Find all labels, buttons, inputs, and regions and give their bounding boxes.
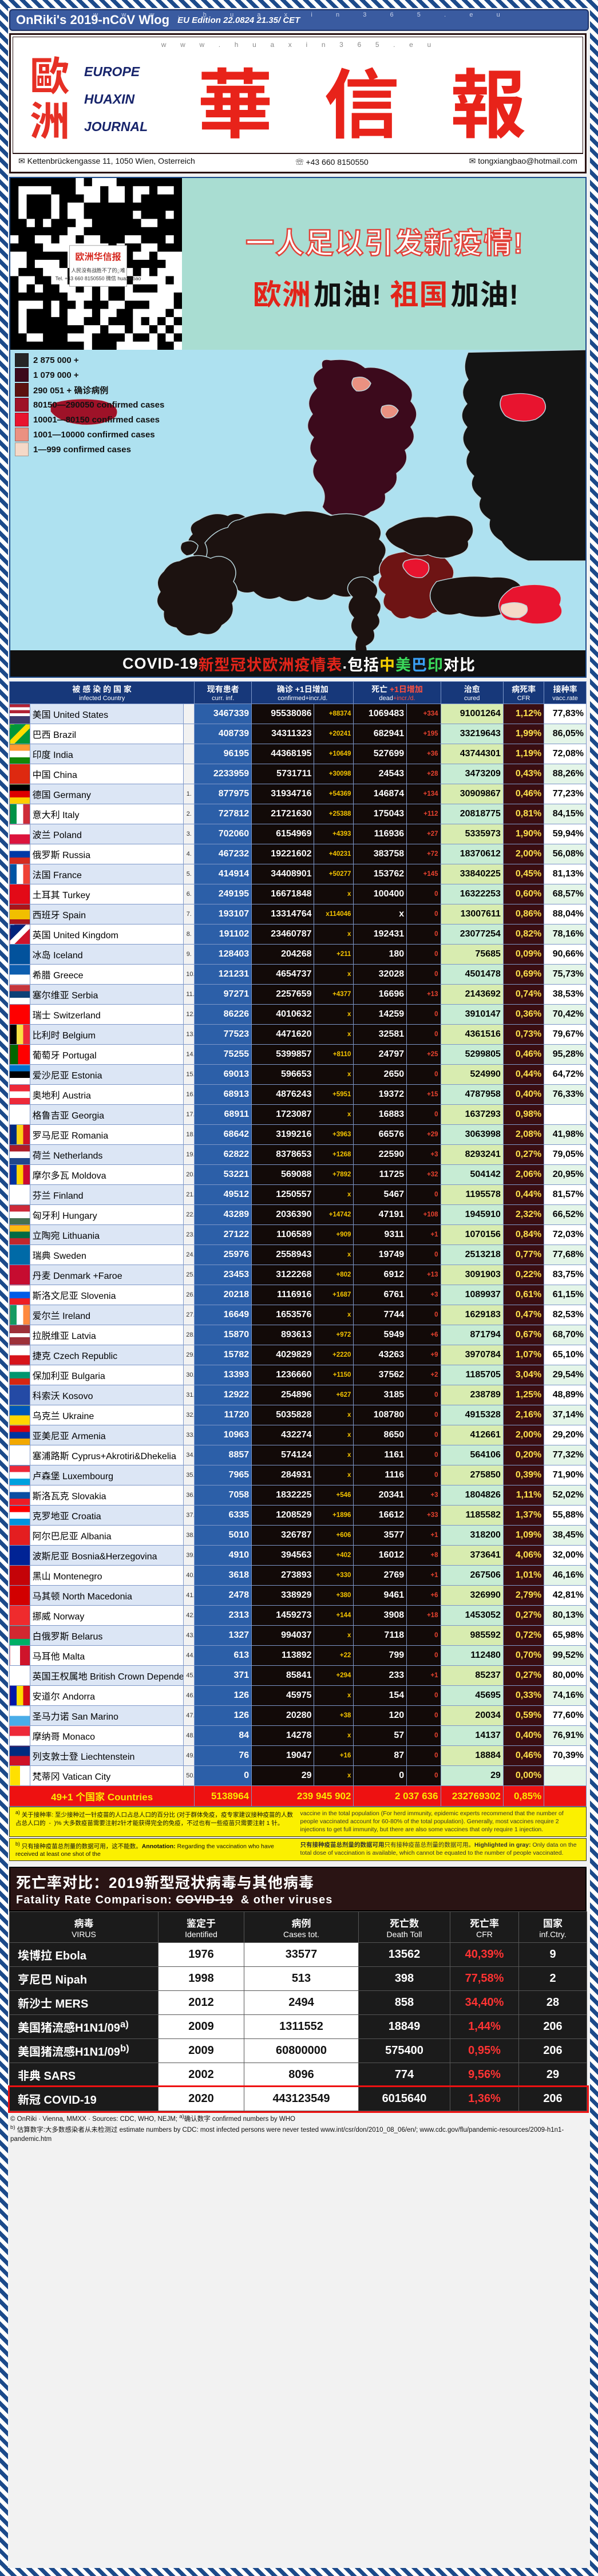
svg-text:欧洲华信报: 欧洲华信报 bbox=[75, 251, 121, 262]
svg-text:人民没有战胜不了的ॖ难: 人民没有战胜不了的ॖ难 bbox=[71, 267, 125, 273]
svg-text:Tel. +43 660 8150550 微信 huaxi: Tel. +43 660 8150550 微信 huaxinbao bbox=[56, 275, 141, 282]
